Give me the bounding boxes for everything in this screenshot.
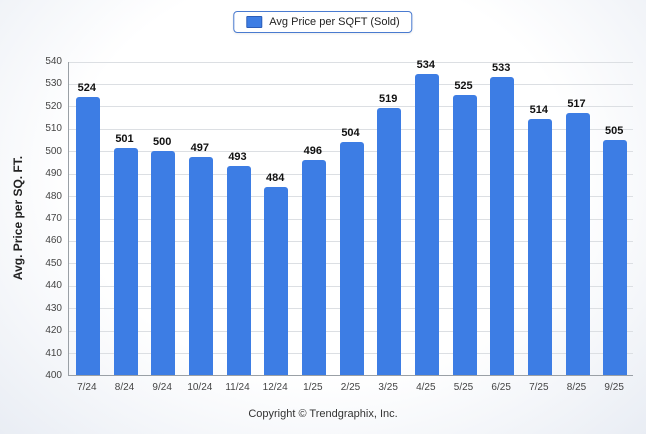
x-tick-label: 2/25 [340,382,361,393]
y-tick-label: 470 [45,213,62,224]
bar-value-label: 525 [454,79,473,92]
bar [226,166,251,375]
y-tick-label: 540 [45,56,62,67]
bar-value-label: 517 [567,97,586,110]
x-tick-label: 11/24 [225,382,250,393]
bar-value-label: 497 [190,142,209,155]
bar-value-label: 519 [378,93,398,106]
gridline [69,128,633,130]
gridline [69,106,633,108]
bar [339,141,364,375]
y-tick-label: 530 [45,78,62,90]
bar-value-label: 524 [77,81,96,94]
bar [264,186,289,375]
y-tick-label: 480 [45,190,62,202]
y-tick-label: 440 [45,280,62,292]
bar [527,119,552,375]
bar [188,157,213,375]
y-tick-label: 500 [45,145,62,157]
bar-value-label: 500 [152,135,172,148]
y-tick-label: 490 [45,168,62,180]
y-tick-label: 520 [45,100,62,112]
y-tick-label: 400 [45,370,62,381]
x-tick-label: 1/25 [303,382,323,393]
bar [452,94,477,375]
x-tick-label: 7/24 [77,382,97,393]
gridline [69,83,633,85]
bar [301,159,326,375]
bar-value-label: 505 [604,124,624,137]
x-tick-label: 6/25 [491,382,511,393]
bar-value-label: 484 [265,171,285,184]
y-tick-label: 420 [45,325,62,337]
bar-value-label: 501 [115,133,134,146]
legend-swatch [246,16,263,28]
x-tick-label: 9/24 [152,382,172,393]
bar [490,76,515,375]
bar [414,74,439,375]
x-tick-label: 9/25 [604,382,624,393]
bar [113,148,138,375]
chart-legend: Avg Price per SQFT (Sold) [233,11,413,33]
bar [565,112,590,375]
bar [377,108,402,375]
x-tick-label: 12/24 [262,382,288,393]
y-tick-label: 460 [45,235,62,247]
bar [603,139,628,375]
bar-value-label: 493 [228,151,247,164]
bar-value-label: 534 [416,59,435,72]
bar-value-label: 496 [303,144,322,157]
gridline [69,61,633,63]
x-tick-label: 8/24 [114,382,135,393]
x-tick-label: 10/24 [187,382,213,393]
x-tick-label: 4/25 [416,382,436,393]
bar [75,96,100,375]
x-tick-label: 3/25 [378,382,398,393]
bar-value-label: 504 [341,126,360,139]
y-tick-label: 450 [45,257,62,269]
y-tick-label: 410 [45,347,62,359]
bar [151,150,176,375]
y-tick-label: 510 [45,123,62,135]
bar-value-label: 514 [529,104,548,117]
bar-value-label: 533 [491,61,511,74]
x-tick-label: 5/25 [453,382,474,393]
y-tick-label: 430 [45,302,62,314]
plot-area [68,61,633,376]
x-tick-label: 7/25 [529,382,549,393]
legend-label: Avg Price per SQFT (Sold) [269,16,400,28]
x-tick-label: 8/25 [566,382,587,393]
chart-footer: Copyright © Trendgraphix, Inc. [248,408,398,420]
